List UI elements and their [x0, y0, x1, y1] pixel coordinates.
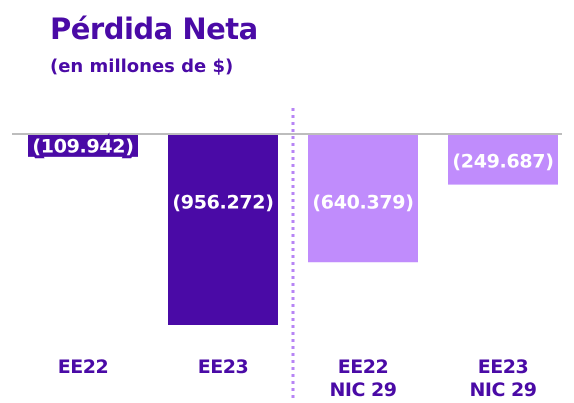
x-tick-label: EE23 NIC 29 — [469, 356, 537, 401]
bar — [448, 135, 558, 185]
x-tick-label: EE22 — [57, 356, 109, 378]
value-label: (249.687) — [452, 150, 553, 172]
x-tick-label: EE23 — [197, 356, 249, 378]
value-label: (956.272) — [172, 192, 273, 214]
chart-title: Pérdida Neta — [50, 12, 258, 46]
x-tick-label: EE22 NIC 29 — [329, 356, 397, 401]
bar — [168, 135, 278, 325]
bar — [28, 135, 138, 157]
value-label: (640.379) — [312, 192, 413, 214]
chart-subtitle: (en millones de $) — [50, 56, 234, 77]
value-label: (109.942) — [32, 136, 133, 158]
bar — [308, 135, 418, 263]
